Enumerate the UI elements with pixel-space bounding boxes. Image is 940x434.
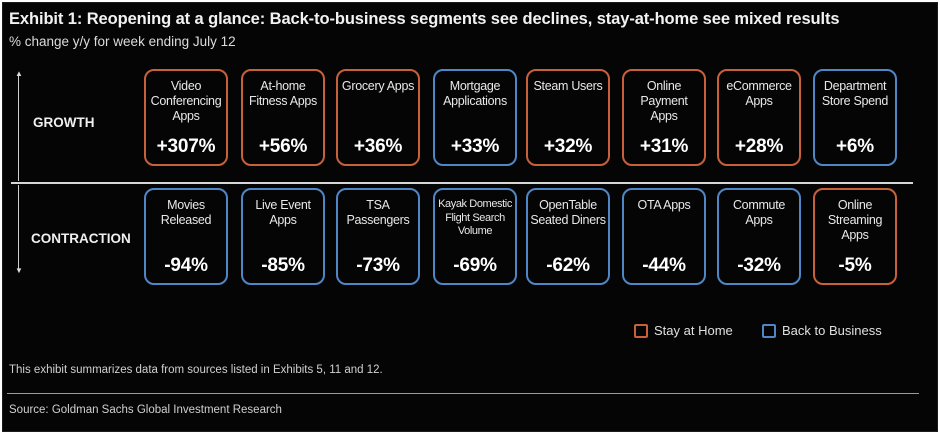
metric-tile: Online Streaming Apps -5% (813, 188, 897, 285)
metric-tile: eCommerce Apps +28% (717, 69, 801, 166)
metric-value: -62% (546, 255, 590, 276)
contraction-row-label: CONTRACTION (31, 231, 131, 246)
metric-label: Online Payment Apps (640, 79, 688, 123)
source-line: Source: Goldman Sachs Global Investment … (9, 404, 282, 416)
metric-tile: OTA Apps -44% (622, 188, 706, 285)
metric-tile: Commute Apps -32% (717, 188, 801, 285)
metric-label: Grocery Apps (341, 79, 415, 93)
stay-at-home-label: Stay at Home (654, 323, 733, 338)
exhibit-subtitle: % change y/y for week ending July 12 (9, 34, 236, 49)
growth-row-label: GROWTH (33, 115, 95, 130)
footer-rule (7, 393, 919, 394)
metric-label: Mortgage Applications (443, 79, 507, 108)
metric-label: Movies Released (160, 198, 212, 227)
legend-stay-at-home: Stay at Home (634, 323, 733, 338)
back-to-business-label: Back to Business (782, 323, 882, 338)
metric-value: +36% (353, 136, 403, 157)
up-arrow-icon: ▲ (15, 69, 23, 78)
metric-tile: TSA Passengers -73% (336, 188, 420, 285)
section-divider (11, 182, 913, 184)
exhibit-note: This exhibit summarizes data from source… (9, 364, 383, 376)
back-to-business-swatch (762, 323, 776, 338)
metric-value: -5% (838, 255, 872, 276)
metric-value: +32% (543, 136, 593, 157)
metric-value: +28% (734, 136, 784, 157)
metric-label: Steam Users (533, 79, 603, 93)
metric-tile: OpenTable Seated Diners -62% (526, 188, 610, 285)
metric-label: Video Conferencing Apps (150, 79, 222, 123)
metric-tile: Grocery Apps +36% (336, 69, 420, 166)
metric-value: -85% (261, 255, 305, 276)
metric-label: At-home Fitness Apps (249, 79, 317, 108)
down-arrow-icon: ▼ (15, 266, 23, 275)
metric-value: +6% (836, 136, 874, 157)
metric-tile: Steam Users +32% (526, 69, 610, 166)
stay-at-home-swatch (634, 323, 648, 338)
metric-value: -69% (453, 255, 497, 276)
metric-value: +56% (258, 136, 308, 157)
exhibit-title: Exhibit 1: Reopening at a glance: Back-t… (9, 10, 840, 28)
metric-tile: At-home Fitness Apps +56% (241, 69, 325, 166)
metric-tile: Mortgage Applications +33% (433, 69, 517, 166)
metric-label: Department Store Spend (821, 79, 889, 108)
metric-label: Kayak Domestic Flight Search Volume (438, 198, 512, 237)
metric-label: OpenTable Seated Diners (530, 198, 606, 227)
metric-value: -32% (737, 255, 781, 276)
metric-label: TSA Passengers (346, 198, 410, 227)
metric-tile: Live Event Apps -85% (241, 188, 325, 285)
legend-back-to-business: Back to Business (762, 323, 882, 338)
metric-label: Live Event Apps (255, 198, 311, 227)
metric-label: Online Streaming Apps (827, 198, 883, 242)
metric-tile: Online Payment Apps +31% (622, 69, 706, 166)
metric-tile: Movies Released -94% (144, 188, 228, 285)
metric-tile: Kayak Domestic Flight Search Volume -69% (433, 188, 517, 285)
metric-value: -44% (642, 255, 686, 276)
metric-value: +307% (156, 136, 216, 157)
metric-label: Commute Apps (732, 198, 786, 227)
metric-value: +31% (639, 136, 689, 157)
contraction-axis-line (18, 185, 19, 269)
metric-tile: Department Store Spend +6% (813, 69, 897, 166)
metric-value: -94% (164, 255, 208, 276)
metric-value: +33% (450, 136, 500, 157)
metric-tile: Video Conferencing Apps +307% (144, 69, 228, 166)
metric-label: OTA Apps (637, 198, 691, 212)
metric-label: eCommerce Apps (726, 79, 792, 108)
metric-value: -73% (356, 255, 400, 276)
growth-axis-line (18, 75, 19, 181)
